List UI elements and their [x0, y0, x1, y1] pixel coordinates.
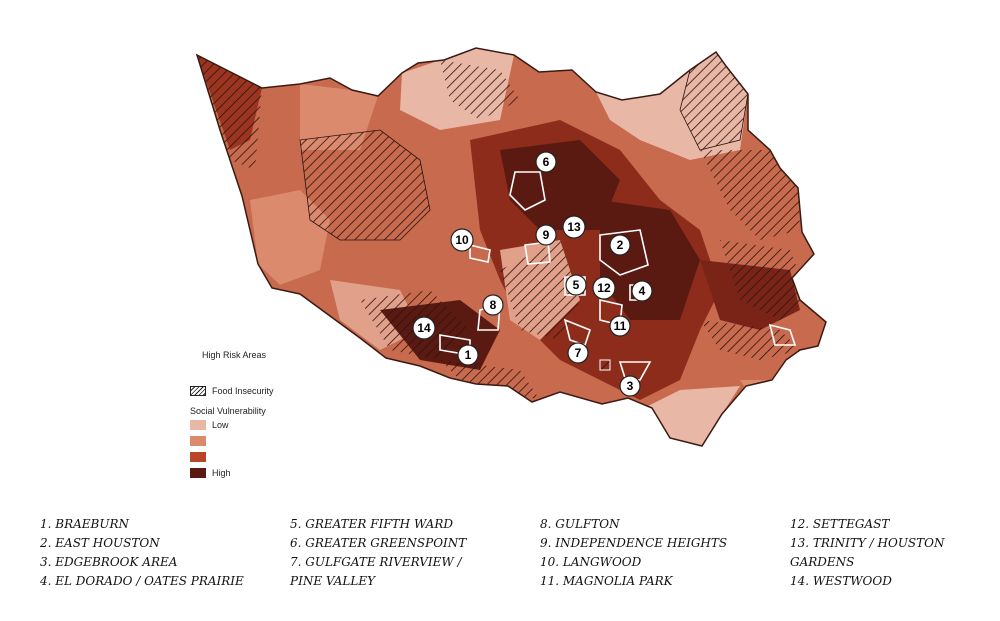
- legend-low-label: Low: [212, 420, 229, 430]
- marker-1: 1: [457, 344, 479, 366]
- marker-12: 12: [592, 276, 616, 300]
- marker-8-label: 8: [490, 298, 497, 312]
- area-item: PINE VALLEY: [290, 574, 376, 588]
- legend-high-label: High: [212, 468, 231, 478]
- area-item: 5. GREATER FIFTH WARD: [290, 517, 454, 531]
- area-item: 10. LANGWOOD: [540, 555, 642, 569]
- area-item: 3. EDGEBROOK AREA: [40, 555, 178, 569]
- marker-11: 11: [609, 315, 631, 337]
- marker-14: 14: [412, 316, 436, 340]
- area-item: GARDENS: [790, 555, 855, 569]
- swatch-level-3: [190, 452, 206, 462]
- marker-9-label: 9: [543, 228, 550, 242]
- legend-food-insecurity-label: Food Insecurity: [212, 386, 274, 396]
- area-list-col4: 12. SETTEGAST 13. TRINITY / HOUSTON GARD…: [790, 515, 945, 591]
- legend-title: High Risk Areas: [202, 350, 267, 360]
- marker-14-label: 14: [417, 321, 431, 335]
- marker-1-label: 1: [465, 348, 472, 362]
- area-item: 8. GULFTON: [540, 517, 620, 531]
- marker-10-label: 10: [455, 233, 469, 247]
- marker-3: 3: [619, 375, 641, 397]
- marker-13-label: 13: [567, 220, 581, 234]
- area-item: 4. EL DORADO / OATES PRAIRIE: [40, 574, 244, 588]
- legend-food-insecurity: Food Insecurity: [190, 386, 274, 396]
- area-item: 11. MAGNOLIA PARK: [540, 574, 673, 588]
- area-item: 6. GREATER GREENSPOINT: [290, 536, 467, 550]
- marker-4: 4: [631, 280, 653, 302]
- marker-8: 8: [482, 294, 504, 316]
- area-item: 12. SETTEGAST: [790, 517, 890, 531]
- marker-6-label: 6: [543, 155, 550, 169]
- marker-3-label: 3: [627, 379, 634, 393]
- marker-9: 9: [535, 224, 557, 246]
- marker-2-label: 2: [617, 238, 624, 252]
- marker-6: 6: [535, 151, 557, 173]
- swatch-level-2: [190, 436, 206, 446]
- swatch-high: [190, 468, 206, 478]
- area-list-col1: 1. BRAEBURN 2. EAST HOUSTON 3. EDGEBROOK…: [40, 515, 244, 591]
- food-insecurity-layer: [197, 51, 810, 400]
- area-item: 7. GULFGATE RIVERVIEW /: [290, 555, 462, 569]
- area-list-col2: 5. GREATER FIFTH WARD 6. GREATER GREENSP…: [290, 515, 466, 591]
- area-item: 9. INDEPENDENCE HEIGHTS: [540, 536, 728, 550]
- area-item: 13. TRINITY / HOUSTON: [790, 536, 945, 550]
- county-outline: [195, 47, 827, 447]
- area-item: 1. BRAEBURN: [40, 517, 130, 531]
- county-map: 1 2 3 4 5 6 7 8 9 10 11 12 13 14: [195, 47, 827, 447]
- marker-2: 2: [609, 234, 631, 256]
- legend-level-3: [190, 452, 212, 462]
- marker-7-label: 7: [575, 346, 582, 360]
- marker-11-label: 11: [614, 319, 627, 333]
- legend-level-high: High: [190, 468, 231, 478]
- marker-5: 5: [565, 274, 587, 296]
- hatch-swatch: [190, 386, 206, 396]
- area-item: 2. EAST HOUSTON: [40, 536, 160, 550]
- legend-social-vulnerability-title: Social Vulnerability: [190, 406, 266, 416]
- marker-13: 13: [562, 215, 586, 239]
- marker-7: 7: [567, 342, 589, 364]
- area-list-col3: 8. GULFTON 9. INDEPENDENCE HEIGHTS 10. L…: [540, 515, 727, 591]
- marker-4-label: 4: [639, 284, 646, 298]
- marker-12-label: 12: [597, 281, 611, 295]
- legend-level-low: Low: [190, 420, 229, 430]
- marker-5-label: 5: [573, 278, 580, 292]
- marker-10: 10: [450, 228, 474, 252]
- swatch-low: [190, 420, 206, 430]
- area-item: 14. WESTWOOD: [790, 574, 892, 588]
- legend-level-2: [190, 436, 212, 446]
